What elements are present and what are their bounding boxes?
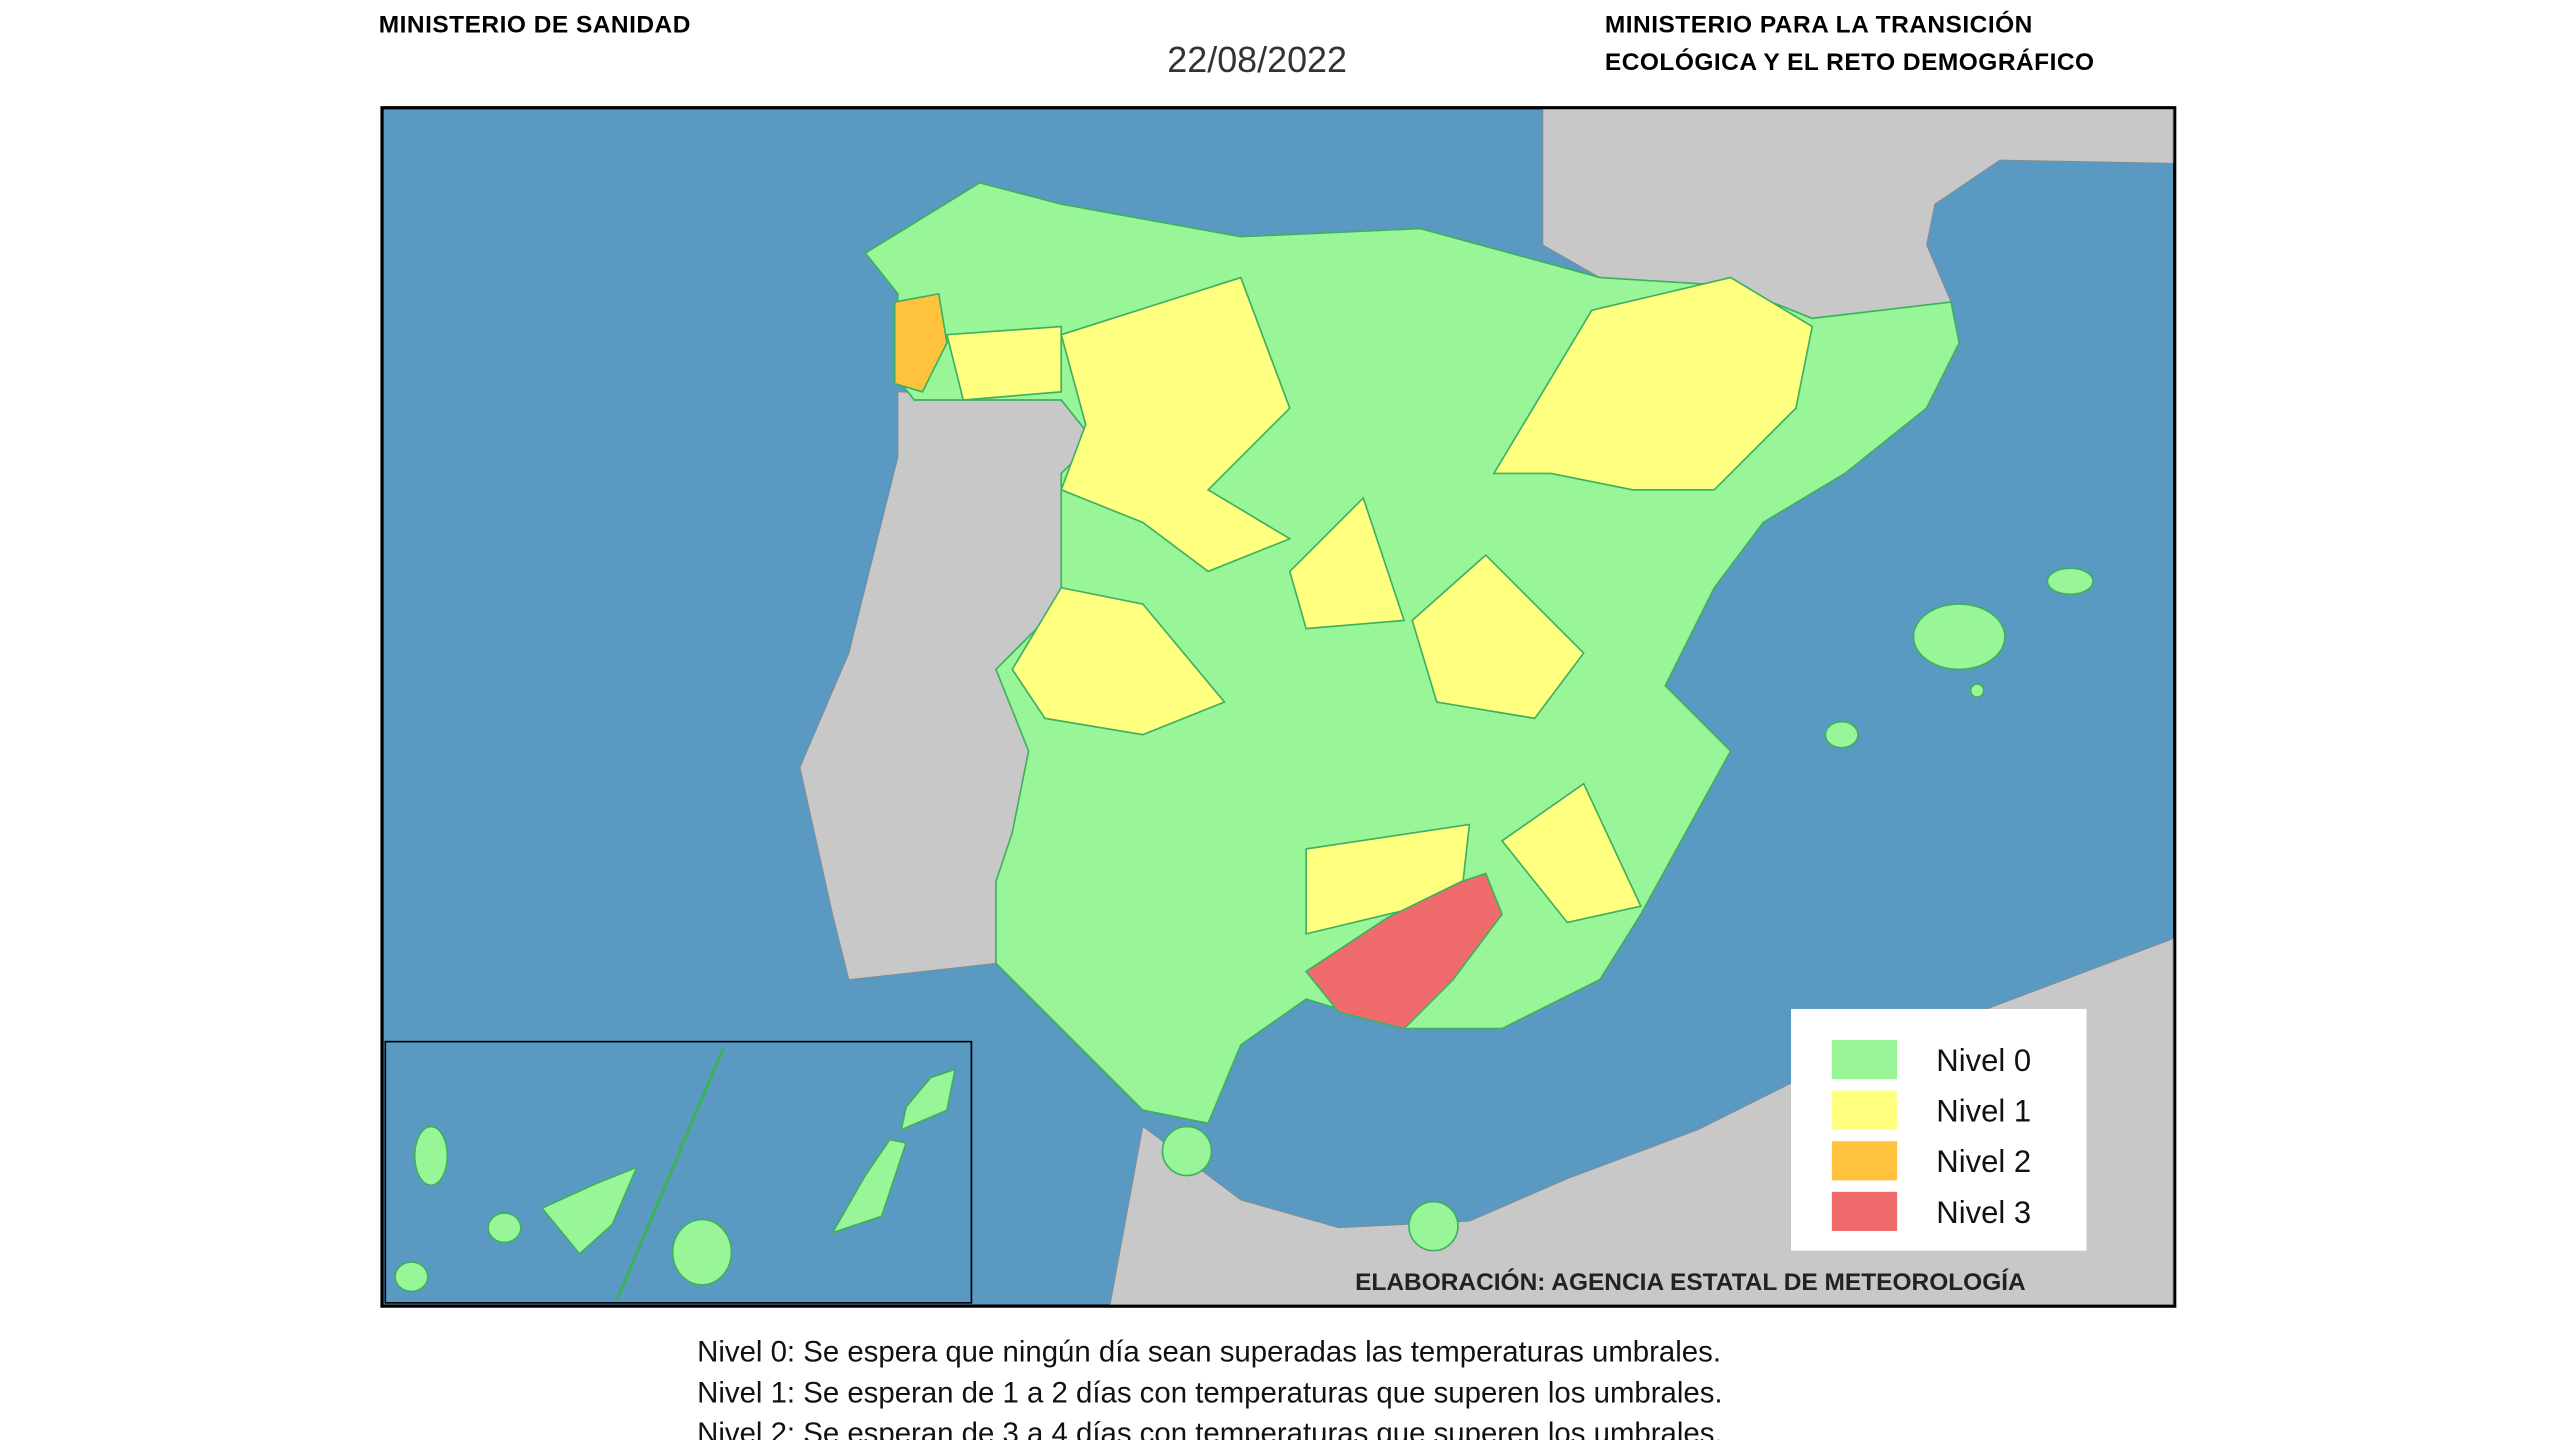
note: Nivel 0: Se espera que ningún día sean s… xyxy=(697,1336,1721,1369)
region xyxy=(1060,276,1292,573)
legend: Nivel 0 Nivel 1 Nivel 2 Nivel 3 xyxy=(1791,1008,2087,1251)
ceuta xyxy=(1161,1125,1213,1177)
legend-label: Nivel 0 xyxy=(1936,1043,2031,1078)
region xyxy=(1011,586,1226,736)
region xyxy=(1411,553,1585,720)
island xyxy=(830,1138,908,1235)
inset-divider xyxy=(615,1047,725,1301)
france xyxy=(1542,108,2174,319)
notes: Nivel 0: Se espera que ningún día sean s… xyxy=(697,1336,1722,1440)
island xyxy=(540,1165,639,1256)
note: Nivel 1: Se esperan de 1 a 2 días con te… xyxy=(697,1376,1722,1409)
island xyxy=(1969,683,1985,698)
island xyxy=(394,1261,429,1293)
island xyxy=(1912,603,2006,671)
map: ELABORACIÓN: AGENCIA ESTATAL DE METEOROL… xyxy=(380,106,2177,1308)
legend-swatch xyxy=(1831,1090,1898,1130)
island xyxy=(2046,567,2094,596)
date: 22/08/2022 xyxy=(1167,39,1347,80)
region xyxy=(1492,276,1814,491)
region xyxy=(1288,496,1406,630)
note: Nivel 2: Se esperan de 3 a 4 días con te… xyxy=(697,1417,1722,1440)
legend-label: Nivel 1 xyxy=(1936,1094,2031,1129)
island xyxy=(487,1212,522,1244)
ministry-right: MINISTERIO PARA LA TRANSICIÓN xyxy=(1605,11,2033,39)
island xyxy=(413,1125,449,1187)
legend-swatch xyxy=(1831,1191,1898,1232)
legend-label: Nivel 3 xyxy=(1936,1195,2031,1230)
ministry-left: MINISTERIO DE SANIDAD xyxy=(379,12,691,39)
legend-swatch xyxy=(1831,1141,1898,1181)
legend-swatch xyxy=(1831,1040,1898,1080)
legend-label: Nivel 2 xyxy=(1936,1144,2031,1179)
region xyxy=(893,292,948,393)
island xyxy=(900,1068,957,1132)
region xyxy=(945,325,1063,401)
island xyxy=(671,1218,733,1286)
melilla xyxy=(1408,1200,1459,1252)
region xyxy=(1500,782,1642,924)
ministry-right: ECOLÓGICA Y EL RETO DEMOGRÁFICO xyxy=(1605,48,2095,76)
credit: ELABORACIÓN: AGENCIA ESTATAL DE METEOROL… xyxy=(1355,1268,2026,1296)
region xyxy=(1304,872,1503,1030)
island xyxy=(1824,720,1859,749)
